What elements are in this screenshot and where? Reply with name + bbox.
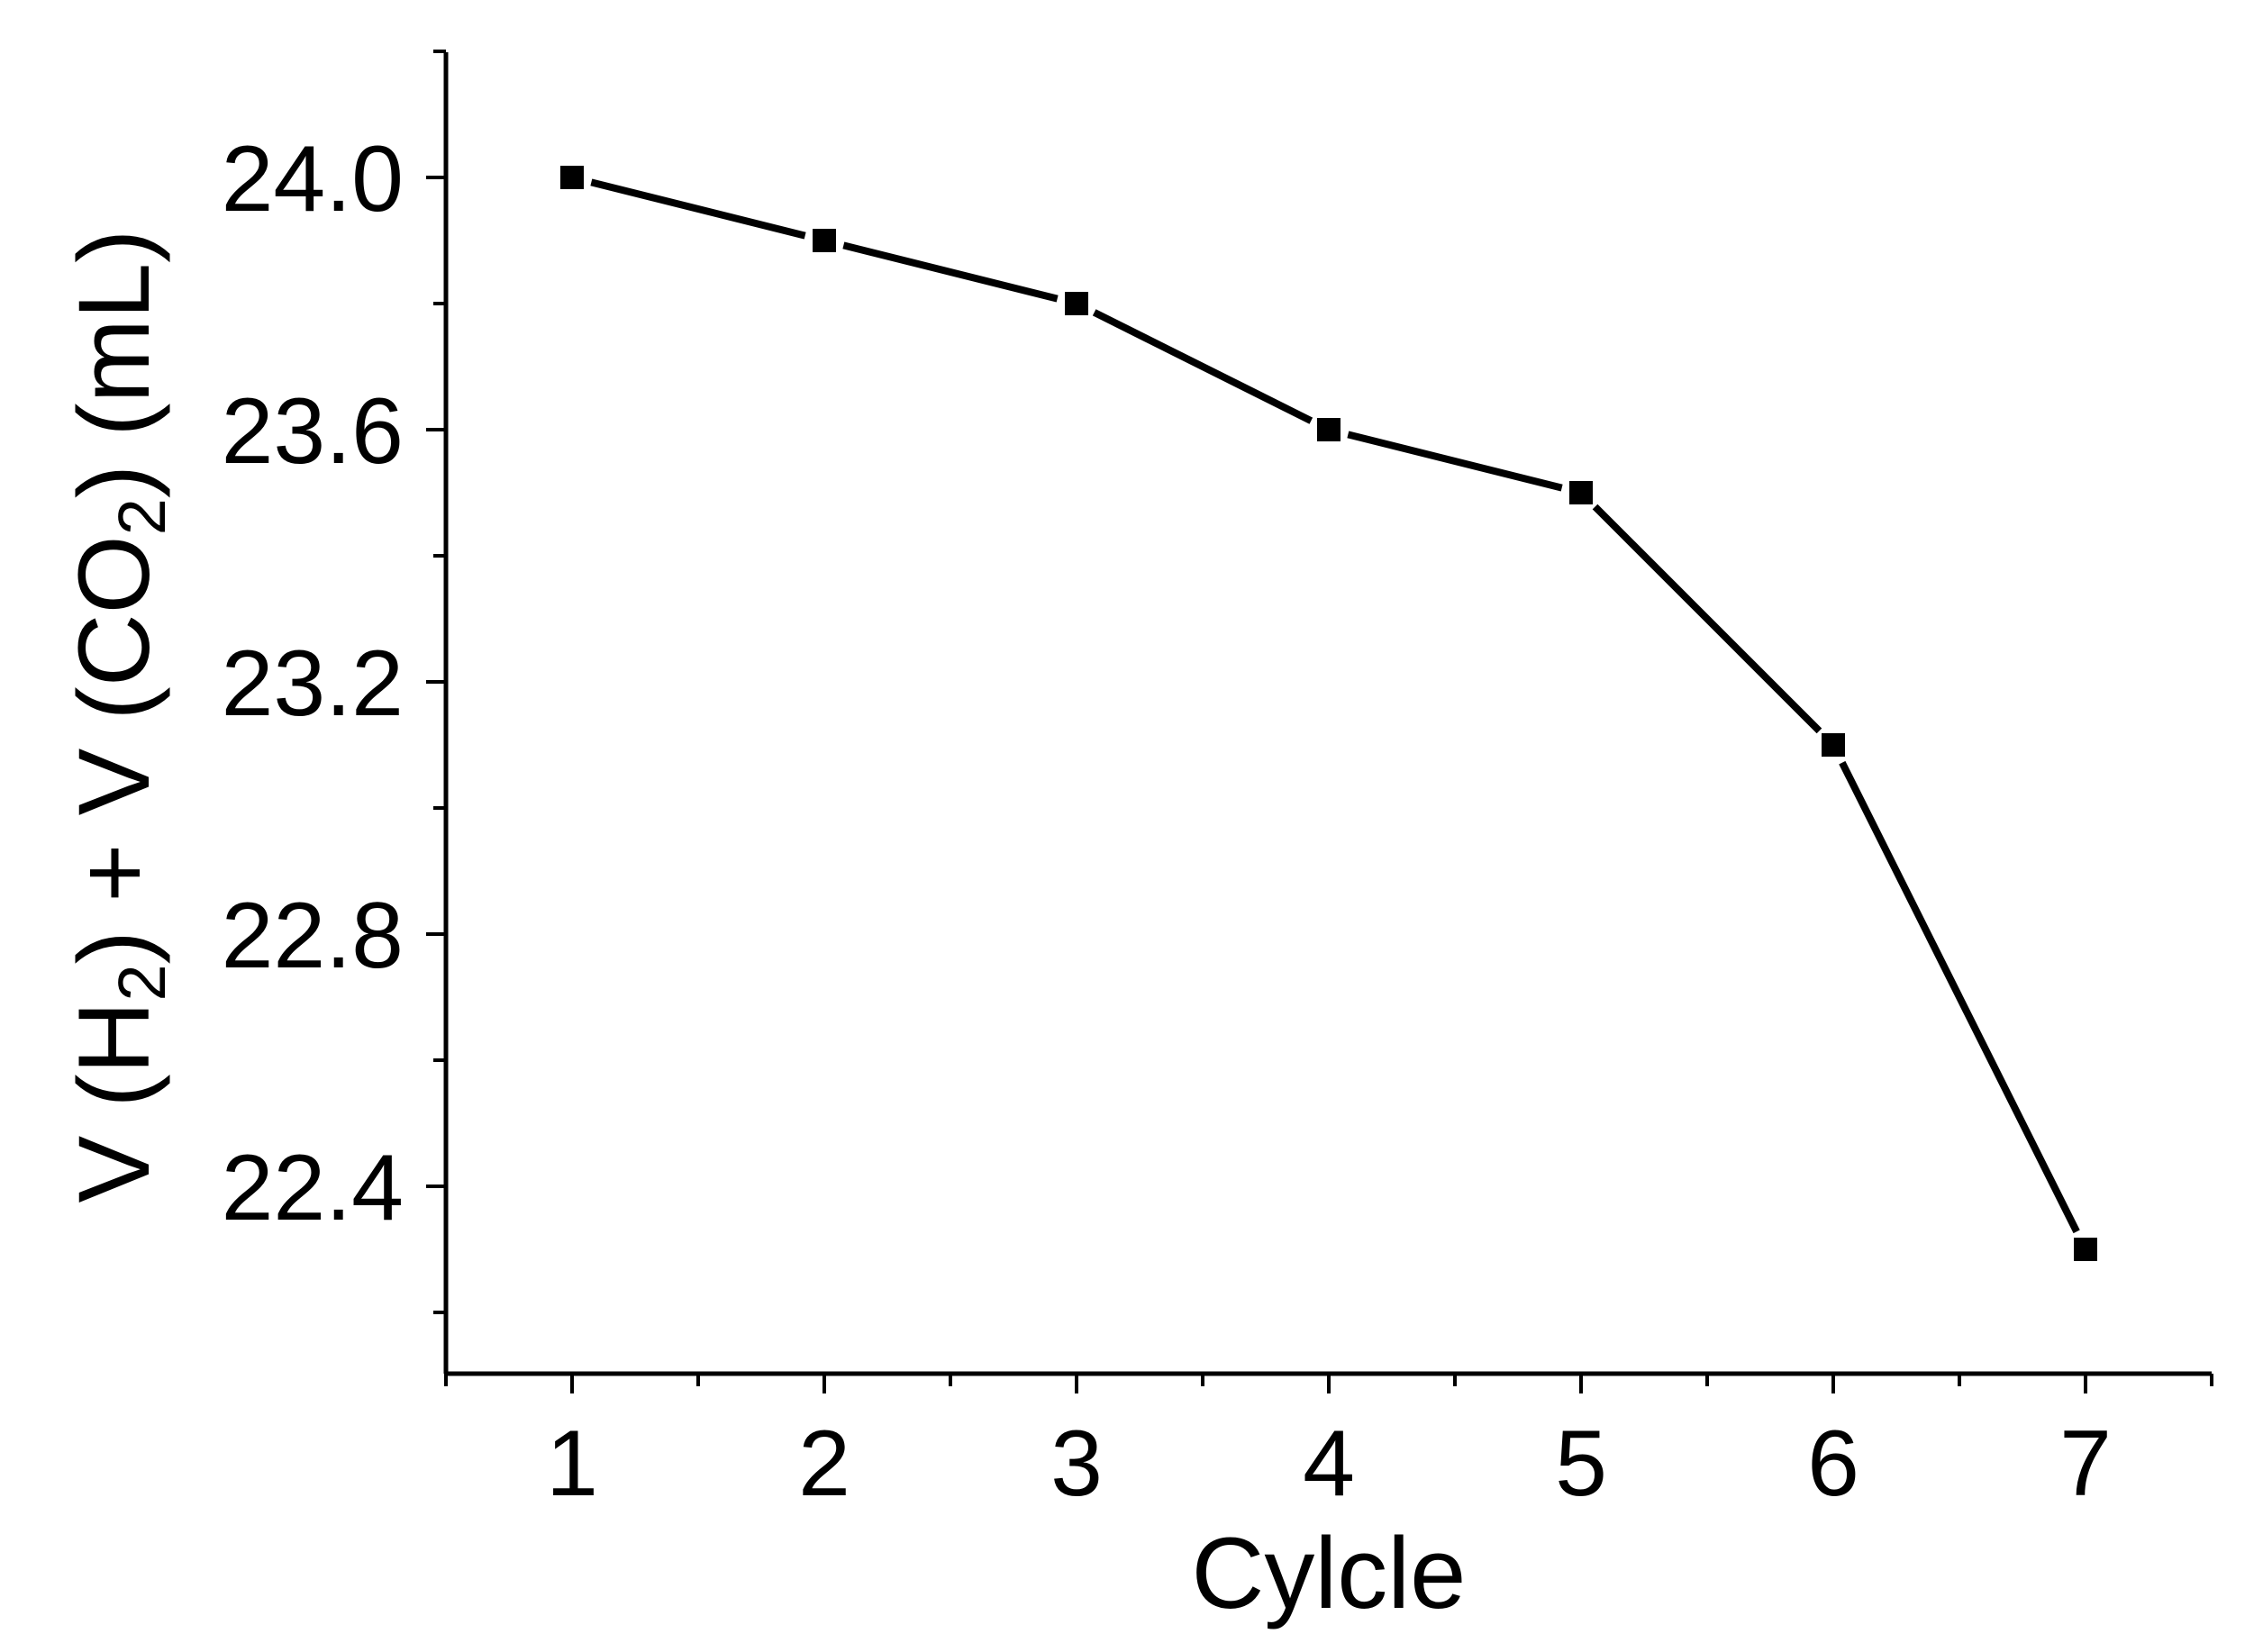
series-line-segment <box>1347 431 1563 492</box>
y-tick-label: 23.6 <box>222 379 404 484</box>
x-axis: 1 2 3 4 5 6 7 Cylcle <box>444 1371 2213 1629</box>
x-tick-label: 4 <box>1303 1411 1355 1516</box>
y-axis-title-part3: ) (mL) <box>58 230 170 499</box>
y-axis-title-sub1: 2 <box>105 964 179 1001</box>
x-tick-label: 2 <box>798 1411 850 1516</box>
data-point-marker <box>1822 733 1845 757</box>
series-lines <box>590 178 2080 1234</box>
y-ticks <box>426 50 446 1314</box>
y-tick-label: 22.8 <box>222 884 404 988</box>
x-axis-title: Cylcle <box>1192 1517 1467 1629</box>
data-point-marker <box>2074 1238 2097 1261</box>
x-ticks <box>444 1374 2213 1393</box>
y-tick-label: 24.0 <box>222 127 404 231</box>
data-point-marker <box>1317 418 1341 441</box>
series-line-segment <box>1839 760 2080 1234</box>
series-markers <box>560 166 2097 1261</box>
series-line-segment <box>590 178 806 240</box>
data-point-marker <box>1569 481 1593 504</box>
series-line-segment <box>1592 504 1822 734</box>
x-tick-label: 7 <box>2059 1411 2112 1516</box>
y-axis-title-sub2: 2 <box>105 498 179 535</box>
y-axis-title: V (H2) + V (CO2) (mL) <box>58 230 179 1203</box>
y-axis: 22.422.823.223.624.0 V (H2) + V (CO2) (m… <box>58 50 449 1374</box>
data-point-marker <box>813 229 836 252</box>
y-axis-title-part1: V (H <box>58 1001 170 1203</box>
x-tick-label: 5 <box>1555 1411 1607 1516</box>
series-line-segment <box>842 241 1059 303</box>
plot-area: 1 2 3 4 5 6 7 Cylcle 22.4 22.8 23.2 23.6 24.0 V (H… <box>58 50 2213 1629</box>
y-tick-labels: 22.4 22.8 23.2 23.6 24.0 <box>222 127 404 1240</box>
data-point-marker <box>1065 292 1088 315</box>
x-tick-labels: 1 2 3 4 5 6 7 <box>546 1411 2112 1516</box>
y-tick-label: 23.2 <box>222 631 404 736</box>
x-tick-label: 1 <box>546 1411 598 1516</box>
data-point-marker <box>560 166 584 189</box>
x-tick-label: 3 <box>1050 1411 1103 1516</box>
x-tick-label: 6 <box>1807 1411 1859 1516</box>
y-axis-title-part2: ) + V (CO <box>58 535 170 964</box>
y-tick-label: 22.4 <box>222 1136 404 1240</box>
series-line-segment <box>1092 309 1313 424</box>
